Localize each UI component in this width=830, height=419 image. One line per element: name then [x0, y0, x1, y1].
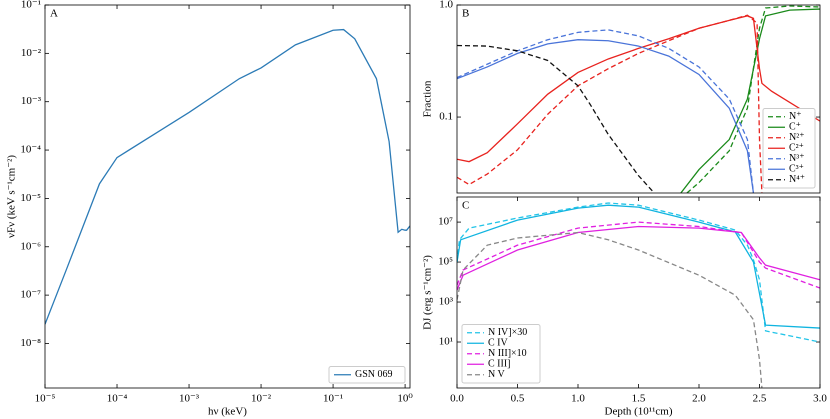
legend-label: GSN 069 — [355, 369, 393, 380]
legend-label: C³⁺ — [789, 164, 804, 175]
series-line — [680, 8, 820, 193]
legend-label: C²⁺ — [789, 143, 804, 154]
x-tick-label: 1.0 — [571, 393, 585, 405]
y-tick-label: 10⁻² — [21, 47, 42, 59]
series-line — [457, 221, 820, 289]
series-line — [457, 14, 763, 193]
x-tick-label: 2.5 — [753, 393, 767, 405]
panel-label: B — [462, 8, 469, 20]
x-tick-label: 10⁰ — [397, 393, 413, 405]
legend-label: N³⁺ — [789, 153, 805, 164]
legend-label: N⁺ — [789, 111, 802, 122]
x-tick-label: 10⁻³ — [179, 393, 200, 405]
axes-frame — [44, 4, 411, 389]
x-axis-label: hν (keV) — [208, 406, 247, 418]
plot-area — [45, 28, 410, 325]
y-tick-label: 10⁷ — [438, 216, 453, 228]
series-line — [457, 225, 820, 291]
panel-label: A — [50, 8, 58, 20]
series-line — [457, 29, 755, 193]
axes-frame — [456, 196, 821, 389]
y-tick-label: 10⁵ — [438, 256, 453, 268]
panel-label: C — [462, 200, 469, 212]
x-tick-label: 1.5 — [632, 393, 646, 405]
legend-box — [762, 108, 816, 189]
legend-label: N⁴⁺ — [789, 174, 805, 185]
y-axis-label: Fraction — [422, 80, 434, 117]
series-line — [457, 204, 820, 329]
plot-area — [457, 202, 820, 388]
legend-label: N III]×10 — [488, 348, 527, 359]
legend-label: C IV — [488, 338, 509, 349]
y-tick-label: 10³ — [439, 296, 454, 308]
y-tick-label: 0.1 — [439, 111, 453, 123]
y-tick-label: 10⁻⁶ — [20, 240, 41, 252]
legend-box — [328, 366, 406, 384]
series-line — [457, 15, 820, 163]
legend-label: C⁺ — [789, 122, 801, 133]
x-axis-label: Depth (10¹¹cm) — [605, 406, 673, 418]
legend-label: N²⁺ — [789, 132, 805, 143]
plot-area — [457, 5, 820, 193]
x-tick-label: 10⁻⁵ — [35, 393, 56, 405]
series-line — [457, 202, 820, 343]
x-tick-label: 10⁻² — [251, 393, 272, 405]
y-tick-label: 1.0 — [439, 0, 453, 11]
x-tick-label: 0.5 — [511, 393, 525, 405]
y-tick-label: 10¹ — [439, 336, 453, 348]
x-tick-label: 10⁻⁴ — [107, 393, 128, 405]
y-tick-label: 10⁻⁸ — [20, 337, 41, 349]
x-tick-label: 3.0 — [813, 393, 827, 405]
y-axis-label: νFν (keV s⁻¹cm⁻²) — [6, 155, 18, 238]
legend-label: N IV]×30 — [488, 327, 527, 338]
y-tick-label: 10⁻⁵ — [20, 192, 41, 204]
series-line — [457, 44, 655, 193]
legend-box — [461, 324, 541, 384]
series-line — [45, 28, 410, 325]
y-tick-label: 10⁻⁷ — [20, 289, 41, 301]
x-tick-label: 0.0 — [450, 393, 464, 405]
y-tick-label: 10⁻¹ — [21, 0, 41, 11]
axes-frame — [456, 4, 821, 194]
y-tick-label: 10⁻⁴ — [20, 144, 41, 156]
legend-label: N V — [488, 369, 506, 380]
x-tick-label: 10⁻¹ — [323, 393, 343, 405]
y-axis-label: DJ (erg s⁻¹cm⁻²) — [422, 255, 434, 330]
series-line — [457, 39, 755, 193]
series-line — [457, 231, 763, 388]
y-tick-label: 10⁻³ — [21, 95, 42, 107]
x-tick-label: 2.0 — [692, 393, 706, 405]
legend-label: C III] — [488, 359, 511, 370]
